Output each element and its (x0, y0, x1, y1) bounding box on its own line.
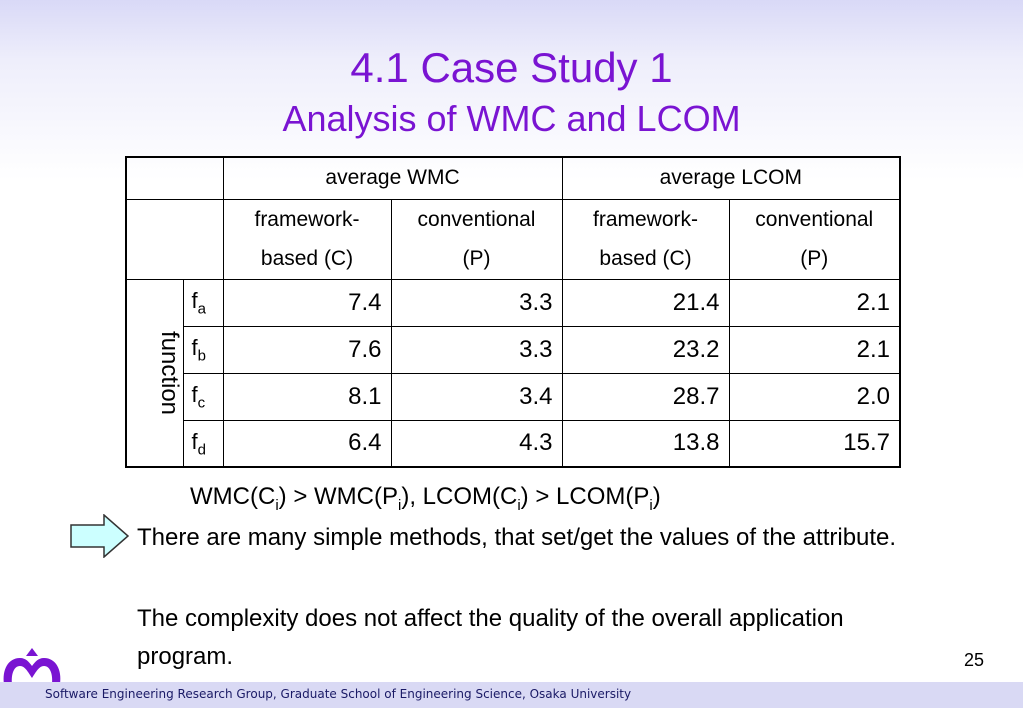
subheader-wmc-framework: framework-based (C) (222, 198, 392, 280)
subheader-lcom-framework: framework-based (C) (561, 198, 730, 280)
table-cell: 21.4 (561, 278, 730, 327)
table-cell: 4.3 (390, 419, 563, 468)
table-cell: 28.7 (561, 372, 730, 421)
table-cell: 3.3 (390, 325, 563, 374)
slide-title: 4.1 Case Study 1 (350, 44, 673, 91)
table-cell: 15.7 (728, 419, 901, 468)
formula: WMC(Ci) > WMC(Pi), LCOM(Ci) > LCOM(Pi) (190, 483, 661, 514)
page-number: 25 (964, 650, 985, 670)
table-cell: 3.3 (390, 278, 563, 327)
table-row: fd 6.4 4.3 13.8 15.7 (126, 419, 901, 468)
table-cell: 7.4 (222, 278, 392, 327)
table-row: function fa 7.4 3.3 21.4 2.1 (125, 278, 901, 468)
function-name: fc (182, 372, 224, 421)
row-group-label: function (125, 278, 184, 468)
right-arrow-icon (70, 514, 130, 558)
metrics-table: average WMC average LCOM framework-based… (125, 156, 902, 468)
corner-cell (125, 156, 224, 200)
function-name: fd (182, 419, 224, 468)
table-cell: 6.4 (222, 419, 392, 468)
table-subheader-row: framework-based (C) conventional (P) fram… (125, 198, 901, 280)
table-cell: 7.6 (222, 325, 392, 374)
table-cell: 2.0 (728, 372, 901, 421)
footer-text: Software Engineering Research Group, Gra… (45, 687, 632, 701)
body-text-1: There are many simple methods, that set/… (137, 524, 897, 551)
function-name: fb (182, 325, 224, 374)
table-cell: 8.1 (222, 372, 392, 421)
function-name: fa (182, 278, 224, 327)
header-average-wmc: average WMC (222, 156, 563, 200)
body-text-2: The complexity does not affect the quali… (137, 605, 844, 670)
table-row: fc 8.1 3.4 28.7 2.0 (126, 372, 901, 421)
slide-subtitle: Analysis of WMC and LCOM (282, 98, 741, 139)
table-row: fb 7.6 3.3 23.2 2.1 (126, 325, 901, 374)
table-cell: 23.2 (561, 325, 730, 374)
table-cell: 2.1 (728, 278, 901, 327)
table-cell: 13.8 (561, 419, 730, 468)
footer-bar (0, 682, 1023, 708)
table-cell: 2.1 (728, 325, 901, 374)
table-header-row: average WMC average LCOM (125, 156, 901, 200)
corner-cell-2 (125, 198, 224, 280)
university-logo-icon (3, 648, 61, 684)
table-cell: 3.4 (390, 372, 563, 421)
subheader-wmc-conventional: conventional (P) (390, 198, 563, 280)
subheader-lcom-conventional: conventional (P) (728, 198, 901, 280)
header-average-lcom: average LCOM (561, 156, 901, 200)
